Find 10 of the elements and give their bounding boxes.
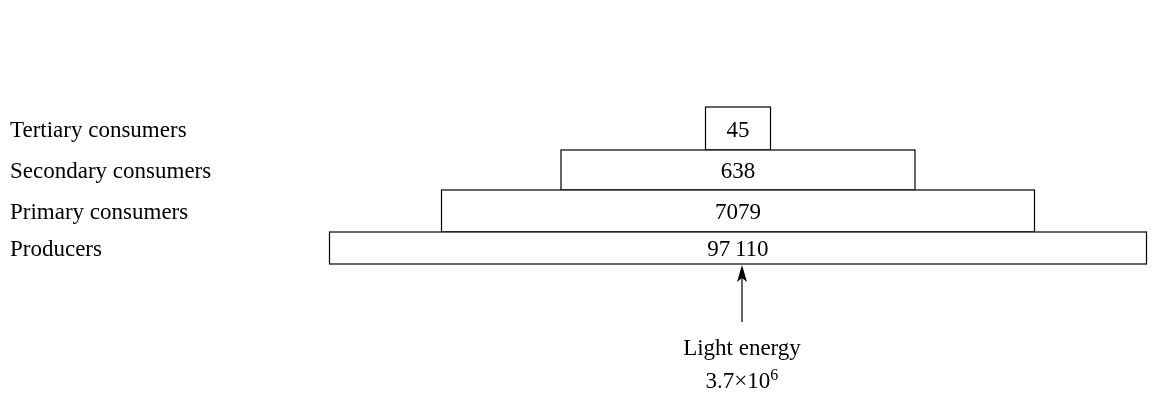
data-label: 7079: [715, 199, 761, 224]
category-label: Producers: [10, 236, 103, 261]
data-label: 45: [726, 116, 750, 142]
category-label: Secondary consumers: [10, 158, 212, 183]
category-label: Primary consumers: [10, 199, 189, 224]
category-label: Tertiary consumers: [10, 116, 187, 142]
data-label: 638: [720, 158, 756, 183]
text: Light energy: [683, 335, 802, 360]
data-label: 97 110: [707, 236, 769, 261]
text: 3.7×10$^{6}$: [705, 365, 779, 393]
